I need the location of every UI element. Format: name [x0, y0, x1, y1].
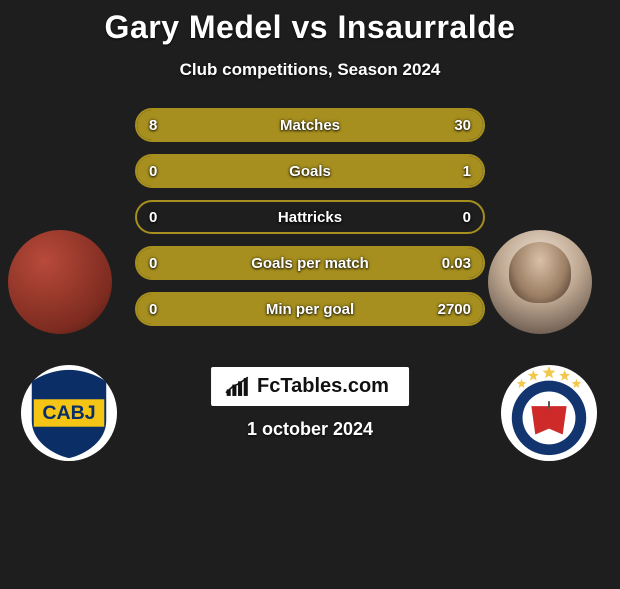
stat-fill-left: [137, 110, 210, 140]
stat-value-left: 0: [149, 163, 157, 180]
barchart-icon: [225, 376, 251, 398]
branding-badge: FcTables.com: [211, 367, 409, 406]
stat-value-left: 0: [149, 209, 157, 226]
stat-value-right: 1: [463, 163, 471, 180]
stat-value-right: 0: [463, 209, 471, 226]
stat-value-right: 0.03: [442, 255, 471, 272]
stat-row: 0 Min per goal 2700: [135, 292, 485, 326]
stat-value-right: 30: [454, 117, 471, 134]
stat-row: 0 Goals 1: [135, 154, 485, 188]
stat-rows: 8 Matches 30 0 Goals 1 0 Hattricks 0 0 Goals per m…: [135, 108, 485, 338]
stat-label: Matches: [280, 117, 340, 134]
page-title: Gary Medel vs Insaurralde: [0, 9, 620, 46]
team-left-badge: CABJ: [20, 364, 118, 462]
snapshot-date: 1 october 2024: [0, 419, 620, 440]
team-right-badge: [500, 364, 598, 462]
subtitle: Club competitions, Season 2024: [0, 60, 620, 80]
branding-text: FcTables.com: [257, 375, 389, 398]
stat-label: Goals: [289, 163, 331, 180]
stat-row: 0 Hattricks 0: [135, 200, 485, 234]
stat-fill-right: [210, 110, 483, 140]
stat-row: 8 Matches 30: [135, 108, 485, 142]
stat-row: 0 Goals per match 0.03: [135, 246, 485, 280]
stat-value-right: 2700: [438, 301, 471, 318]
stat-value-left: 0: [149, 255, 157, 272]
player-right-avatar: [488, 230, 592, 334]
comparison-arena: CABJ 8Matches300Goals10Hattricks00Goals …: [0, 108, 620, 368]
player-left-avatar: [8, 230, 112, 334]
stat-label: Min per goal: [266, 301, 354, 318]
stat-value-left: 0: [149, 301, 157, 318]
stat-value-left: 8: [149, 117, 157, 134]
stat-label: Goals per match: [251, 255, 369, 272]
stat-label: Hattricks: [278, 209, 342, 226]
